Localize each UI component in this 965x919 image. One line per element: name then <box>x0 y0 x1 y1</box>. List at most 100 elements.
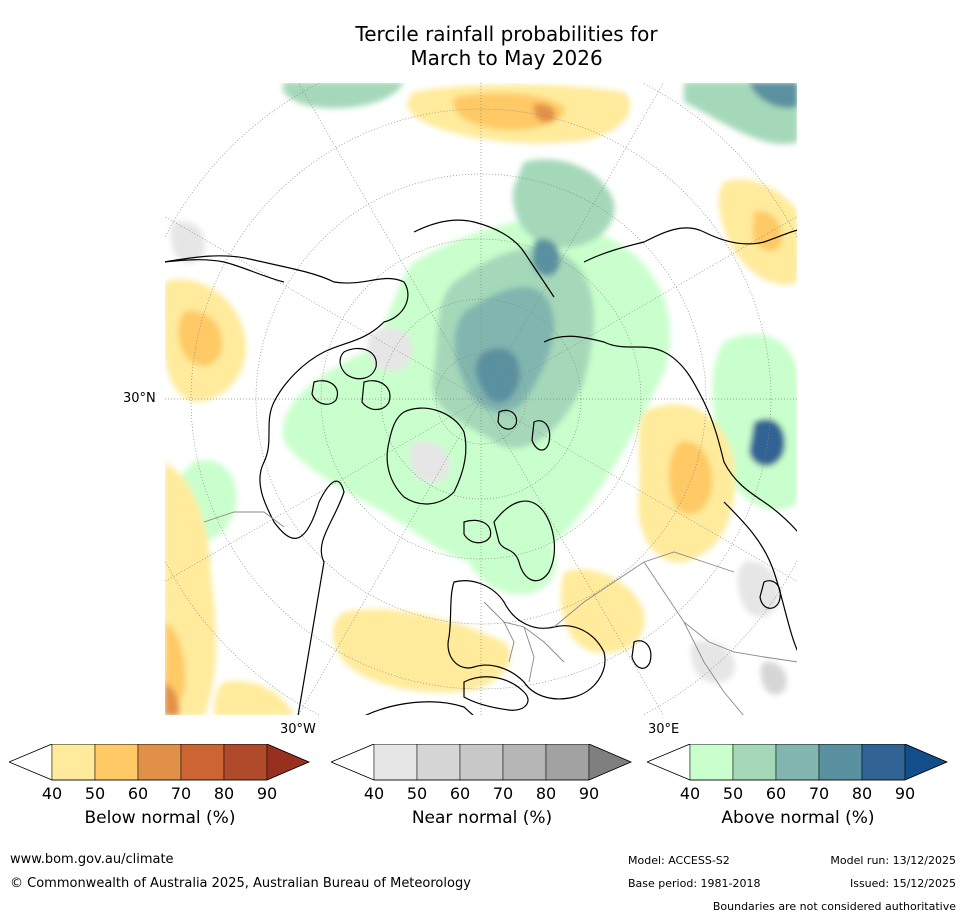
meridian-120e <box>480 215 798 400</box>
colorbar-below-swatch-2 <box>94 744 139 781</box>
latitude-label-30n: 30°N <box>123 391 156 406</box>
colorbar-above-swatch-2 <box>732 744 777 781</box>
country-borders <box>203 511 798 716</box>
coastline-greenland <box>386 407 467 505</box>
coastlines <box>164 219 798 716</box>
colorbar-above-outline <box>647 744 949 781</box>
colorbar-below-normal: 40 50 60 70 80 90 Below normal (%) <box>9 744 311 844</box>
below-normal-region-asia-core <box>668 441 713 515</box>
colorbar-near-swatch-4 <box>502 744 547 781</box>
graticule <box>164 82 798 716</box>
colorbar-above-swatch-3 <box>775 744 820 781</box>
colorbar-below-tick-80: 80 <box>213 784 235 803</box>
chart-title: Tercile rainfall probabilities for March… <box>300 22 713 70</box>
colorbar-above-tick-40: 40 <box>679 784 701 803</box>
near-normal-region-far-east <box>760 661 787 695</box>
colorbar-below-swatch-4 <box>180 744 225 781</box>
colorbar-above-tick-70: 70 <box>808 784 830 803</box>
colorbar-above-tick-50: 50 <box>722 784 744 803</box>
colorbar-near-swatches <box>331 744 633 781</box>
coastline-iceland <box>463 519 492 544</box>
meridian-30w <box>297 398 482 716</box>
colorbar-below-tick-70: 70 <box>170 784 192 803</box>
latitude-circle-40n <box>190 108 772 690</box>
colorbar-above-swatches <box>647 744 949 781</box>
colorbar-below-tick-50: 50 <box>84 784 106 803</box>
meridian-30e <box>480 398 665 716</box>
above-normal-region-alaska-core <box>749 418 785 467</box>
colorbar-above-swatch-5 <box>861 744 906 781</box>
coastline-japan <box>759 580 781 609</box>
colorbar-below-tick-90: 90 <box>256 784 278 803</box>
coastline-caspian <box>631 640 652 669</box>
coastline-scandinavia <box>493 500 555 582</box>
issued-text: Issued: 15/12/2025 <box>849 877 956 890</box>
above-normal-region-siberia <box>513 159 615 248</box>
below-normal-region-sw <box>214 681 294 716</box>
model-run-text: Model run: 13/12/2025 <box>830 854 956 867</box>
below-normal-region-mediterranean <box>332 609 511 693</box>
colorbar-near-swatch-1 <box>373 744 418 781</box>
near-normal-region-north-atlantic <box>409 441 450 484</box>
colorbar-below-swatch-0 <box>9 744 53 781</box>
coastline-novaya-zemlya <box>531 420 551 451</box>
colorbar-near-tick-50: 50 <box>406 784 428 803</box>
colorbar-above-swatch-1 <box>689 744 734 781</box>
above-normal-region-arctic-80 <box>475 348 520 403</box>
colorbar-above-tick-80: 80 <box>851 784 873 803</box>
colorbar-near-tick-40: 40 <box>363 784 385 803</box>
colorbar-above-swatch-6 <box>904 744 948 781</box>
colorbar-above-swatch-4 <box>818 744 863 781</box>
website-link[interactable]: www.bom.gov.au/climate <box>10 852 174 867</box>
base-period-text: Base period: 1981-2018 <box>628 877 761 890</box>
border-canada-us <box>203 511 285 528</box>
above-normal-region-siberia-core <box>532 238 560 277</box>
colorbar-near-swatch-3 <box>459 744 504 781</box>
title-line-1: Tercile rainfall probabilities for <box>355 22 658 46</box>
colorbar-below-tick-40: 40 <box>41 784 63 803</box>
above-normal-region-europe <box>461 509 556 595</box>
colorbar-near-swatch-5 <box>545 744 590 781</box>
above-normal-region-ne-core <box>749 82 798 108</box>
colorbar-below-swatch-5 <box>223 744 268 781</box>
meridian-120w <box>164 215 482 400</box>
probability-shading <box>164 82 798 716</box>
colorbar-below-swatch-1 <box>51 744 96 781</box>
disclaimer-text: Boundaries are not considered authoritat… <box>712 900 956 913</box>
coastline-africa <box>363 701 475 716</box>
colorbar-above-tick-60: 60 <box>765 784 787 803</box>
border-china <box>683 621 745 716</box>
above-normal-region-nw <box>282 82 404 109</box>
model-text: Model: ACCESS-S2 <box>628 854 730 867</box>
border-asia <box>643 561 798 663</box>
meridian-60w <box>164 398 482 583</box>
coastline-asia-east <box>723 501 798 653</box>
copyright-text: © Commonwealth of Australia 2025, Austra… <box>10 876 471 891</box>
colorbar-near-normal: 40 50 60 70 80 90 Near normal (%) <box>331 744 633 844</box>
title-line-2: March to May 2026 <box>410 46 603 70</box>
colorbar-below-label: Below normal (%) <box>84 808 236 828</box>
below-normal-region-east-core <box>752 211 783 252</box>
map-frame <box>164 82 798 716</box>
coastline-chukotka <box>413 219 555 298</box>
colorbar-near-tick-60: 60 <box>449 784 471 803</box>
below-normal-region-sw-core <box>164 682 180 716</box>
colorbar-near-swatch-0 <box>331 744 375 781</box>
colorbar-below-swatch-6 <box>266 744 310 781</box>
meridian-150w <box>297 82 482 400</box>
polar-rainfall-map <box>164 82 798 716</box>
colorbar-near-tick-70: 70 <box>492 784 514 803</box>
colorbar-near-swatch-6 <box>588 744 632 781</box>
coastline-mediterranean <box>463 676 529 711</box>
colorbar-near-swatch-2 <box>416 744 461 781</box>
colorbar-above-swatch-0 <box>647 744 691 781</box>
colorbar-above-normal: 40 50 60 70 80 90 Above normal (%) <box>647 744 949 844</box>
coastline-svalbard <box>497 409 518 430</box>
colorbar-below-swatch-3 <box>137 744 182 781</box>
coastline-east-siberia <box>583 227 798 263</box>
below-normal-region-north-peak <box>533 103 556 123</box>
longitude-label-30w: 30°W <box>280 722 316 737</box>
colorbar-near-label: Near normal (%) <box>411 808 553 828</box>
below-normal-region-canada-core <box>178 311 223 366</box>
below-normal-region-east-europe <box>560 569 645 653</box>
